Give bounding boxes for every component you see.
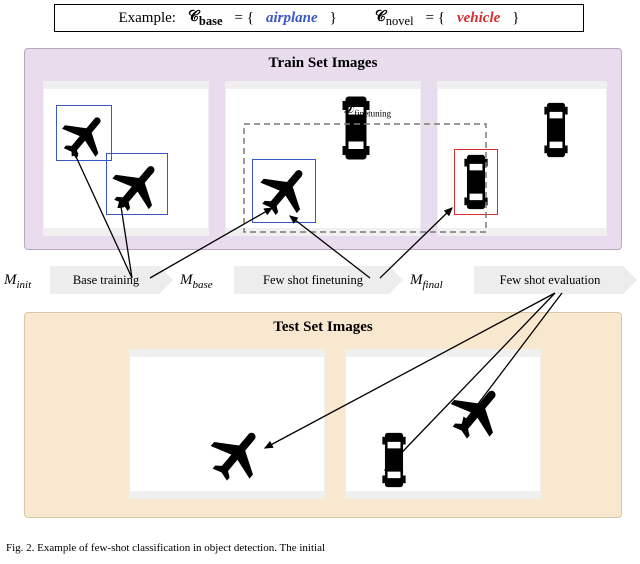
m-base-sym: M bbox=[180, 272, 193, 288]
bbox-base bbox=[106, 153, 168, 215]
c-base-close: } bbox=[330, 10, 337, 27]
c-novel-sym: 𝒞 bbox=[375, 9, 386, 25]
figure-caption: Fig. 2. Example of few-shot classificati… bbox=[6, 542, 634, 554]
example-header: Example: 𝒞base = { airplane } 𝒞novel = {… bbox=[54, 4, 584, 32]
c-novel-eq: = { bbox=[426, 10, 445, 27]
example-prefix: Example: bbox=[118, 10, 175, 27]
m-init-sym: M bbox=[4, 272, 17, 288]
test-image-2 bbox=[345, 349, 541, 499]
test-panel: Test Set Images bbox=[24, 312, 622, 518]
d-sub: finetuning bbox=[354, 108, 391, 118]
step1-label: Base training bbox=[73, 273, 139, 288]
m-base-label: Mbase bbox=[180, 272, 213, 291]
c-base-sym: 𝒞 bbox=[188, 9, 199, 25]
c-novel-sub: novel bbox=[386, 14, 414, 28]
c-base: 𝒞base bbox=[188, 8, 223, 29]
finetune-dataset-label: 𝒟finetuning bbox=[343, 102, 391, 118]
pipeline-row: Base training bbox=[50, 266, 160, 294]
train-panel-title: Train Set Images bbox=[25, 55, 621, 72]
m-final-sub: final bbox=[423, 279, 443, 291]
train-image-3 bbox=[437, 81, 607, 236]
m-final-label: Mfinal bbox=[410, 272, 443, 291]
bbox-novel bbox=[454, 149, 498, 215]
m-init-label: Minit bbox=[4, 272, 31, 291]
pipeline-row-2: Few shot finetuning bbox=[234, 266, 390, 294]
airplane-icon bbox=[446, 381, 510, 445]
step-few-shot-eval: Few shot evaluation bbox=[474, 266, 624, 294]
c-novel: 𝒞novel bbox=[375, 8, 414, 29]
d-symbol: 𝒟 bbox=[343, 102, 354, 117]
bbox-base bbox=[56, 105, 112, 161]
pipeline-row-3: Few shot evaluation bbox=[474, 266, 624, 294]
c-base-eq: = { bbox=[235, 10, 254, 27]
m-init-sub: init bbox=[17, 279, 32, 291]
m-final-sym: M bbox=[410, 272, 423, 288]
c-base-sub: base bbox=[199, 14, 223, 28]
car-icon bbox=[374, 429, 414, 491]
step-base-training: Base training bbox=[50, 266, 160, 294]
step2-label: Few shot finetuning bbox=[263, 273, 363, 288]
base-class-value: airplane bbox=[266, 10, 318, 27]
car-icon bbox=[536, 99, 576, 161]
test-panel-title: Test Set Images bbox=[25, 319, 621, 336]
test-image-1 bbox=[129, 349, 325, 499]
step-few-shot-ft: Few shot finetuning bbox=[234, 266, 390, 294]
bbox-base bbox=[252, 159, 316, 223]
m-base-sub: base bbox=[193, 279, 213, 291]
novel-class-value: vehicle bbox=[457, 10, 500, 27]
airplane-icon bbox=[206, 423, 270, 487]
train-image-1 bbox=[43, 81, 209, 236]
train-image-2 bbox=[225, 81, 421, 236]
step3-label: Few shot evaluation bbox=[500, 273, 601, 288]
c-novel-close: } bbox=[512, 10, 519, 27]
train-panel: Train Set Images bbox=[24, 48, 622, 250]
